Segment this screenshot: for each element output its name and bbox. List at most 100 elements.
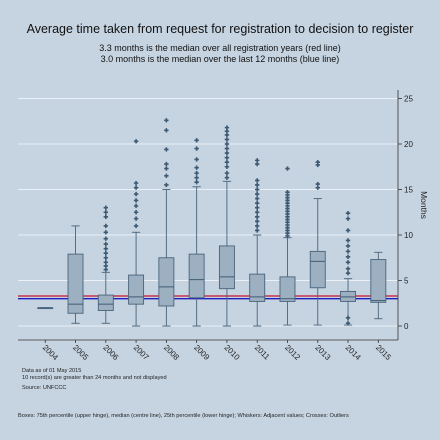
outlier-marker [133,185,139,190]
outlier-marker [133,180,139,186]
outlier-marker [345,271,351,276]
chart-subtitle-line-2: 3.0 months is the median over the last 1… [100,54,340,64]
outlier-marker [345,315,351,321]
outlier-marker [315,160,320,165]
x-tick-label: 2014 [344,343,363,362]
x-tick-label: 2006 [101,343,120,362]
outlier-marker [103,255,109,260]
outlier-marker [103,246,109,251]
outlier-marker [224,160,230,165]
outlier-marker [255,200,260,206]
outlier-marker [255,196,260,201]
outlier-marker [164,173,169,179]
outlier-marker [345,243,351,249]
outlier-marker [255,178,260,183]
outlier-marker [255,182,260,188]
outlier-marker [133,203,139,209]
outlier-marker [345,216,351,221]
box-2011 [249,273,266,302]
outlier-marker [133,198,139,203]
footnote-data-date: Data as of 01 May 2015 [22,368,82,374]
y-tick-label: 15 [404,186,413,195]
x-tick-label: 2012 [283,343,302,362]
box-2008 [158,257,175,307]
y-tick-label: 25 [404,95,413,104]
box-2015 [370,259,387,303]
outlier-marker [194,170,199,176]
chart-title: Average time taken from request for regi… [26,22,414,36]
outlier-marker [103,260,109,265]
outlier-marker [194,157,199,162]
box-2010 [218,245,235,290]
outlier-marker [133,191,139,197]
outlier-marker [133,216,139,221]
outlier-marker [164,147,169,152]
outlier-marker [255,158,260,163]
chart-subtitle-line-1: 3.3 months is the median over all regist… [99,43,341,53]
outlier-marker [285,166,290,171]
outlier-marker [345,238,351,243]
x-tick-label: 2010 [223,343,242,362]
box-2009 [188,253,205,299]
outlier-marker [194,165,199,170]
outlier-marker [224,164,230,169]
outlier-marker [345,266,351,271]
box-2013 [309,250,326,289]
outlier-marker [164,161,169,167]
outlier-marker [345,260,351,265]
outlier-marker [315,181,320,187]
y-tick-label: 10 [404,231,413,240]
footnote-excluded-records: 10 record(s) are greater than 24 months … [22,375,167,381]
x-tick-label: 2004 [41,343,60,362]
outlier-marker [164,118,169,123]
outlier-marker [164,128,169,133]
outlier-marker [224,170,230,176]
outlier-marker [103,223,109,229]
outlier-marker [255,187,260,192]
x-tick-label: 2005 [71,343,90,362]
outlier-marker [345,210,351,216]
outlier-marker [255,228,260,233]
outlier-marker [224,146,230,151]
outlier-marker [345,254,351,260]
y-tick-label: 20 [404,140,413,149]
outlier-marker [194,146,199,151]
outlier-marker [133,210,139,215]
outlier-marker [224,137,230,142]
box-2005 [67,253,84,314]
outlier-marker [103,251,109,256]
x-tick-label: 2008 [162,343,181,362]
box-2007 [128,274,145,305]
legend-note: Boxes: 75th percentile (upper hinge), me… [18,413,349,419]
x-tick-label: 2009 [192,343,211,362]
outlier-marker [103,214,109,219]
box-2006 [97,294,114,311]
outlier-marker [164,182,169,188]
outlier-marker [194,138,199,143]
outlier-marker [133,139,139,144]
outlier-marker [224,155,230,160]
outlier-marker [103,230,109,235]
outlier-marker [133,223,139,229]
outlier-marker [164,166,169,171]
outlier-marker [103,205,109,210]
footnote-source: Source: UNFCCC [22,385,67,391]
outlier-marker [103,210,109,215]
x-tick-label: 2007 [132,343,151,362]
x-tick-label: 2015 [374,343,393,362]
outlier-marker [345,249,351,254]
outlier-marker [103,236,109,241]
outlier-marker [255,223,260,229]
outlier-marker [255,210,260,215]
outlier-marker [285,190,290,195]
outlier-marker [224,141,230,147]
x-tick-label: 2011 [253,343,272,362]
box-2012 [279,276,296,302]
y-axis-label: Months [419,191,429,219]
outlier-marker [345,228,351,233]
outlier-marker [255,205,260,210]
outlier-marker [194,175,199,180]
outlier-marker [345,321,351,326]
outlier-marker [224,125,230,130]
